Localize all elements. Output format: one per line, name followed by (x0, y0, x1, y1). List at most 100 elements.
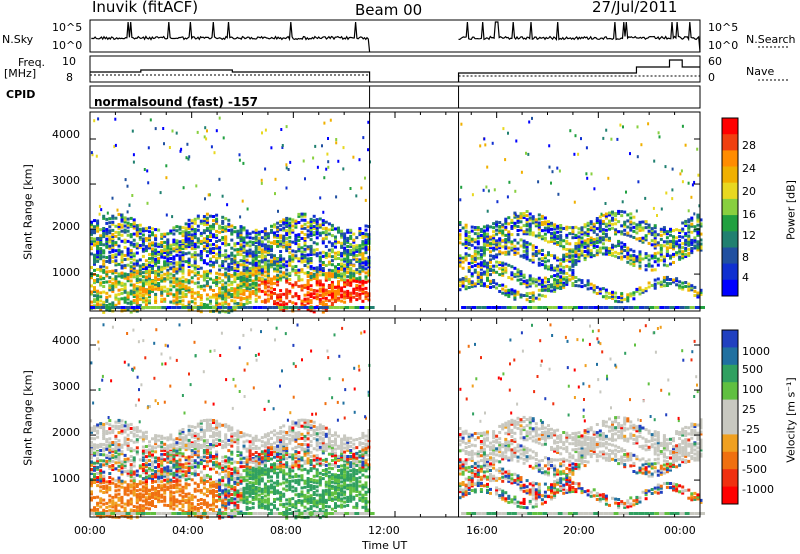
power-echo-cell (595, 227, 599, 231)
power-near-range-cell (191, 306, 197, 309)
power-echo-cell (586, 246, 590, 250)
power-echo-cell (212, 251, 215, 254)
power-echo-cell (562, 239, 566, 243)
velocity-echo-cell (126, 457, 130, 461)
power-echo-cell (647, 262, 651, 266)
power-echo-cell (102, 249, 106, 253)
power-echo-cell (352, 257, 356, 261)
power-echo-cell (343, 257, 347, 261)
power-echo-cell (291, 224, 295, 228)
power-echo-cell (476, 271, 480, 275)
power-echo-cell (498, 242, 502, 246)
power-echo-cell (205, 240, 209, 243)
power-echo-cell (141, 227, 145, 231)
velocity-echo-cell (132, 472, 136, 476)
power-echo-cell (684, 222, 688, 225)
power-echo-cell (464, 256, 468, 260)
power-echo-cell (160, 255, 164, 259)
power-scatter-cell (264, 167, 267, 171)
power-echo-cell (687, 282, 691, 286)
power-echo-cell (608, 211, 611, 215)
power-echo-cell (300, 252, 304, 256)
velocity-echo-cell (212, 445, 215, 449)
power-echo-cell (467, 241, 471, 244)
power-echo-cell (242, 259, 246, 263)
power-echo-cell (675, 277, 679, 281)
power-echo-cell (315, 270, 319, 274)
power-echo-cell (543, 264, 547, 268)
power-echo-cell (99, 275, 103, 279)
velocity-echo-cell (297, 431, 301, 435)
velocity-echo-cell (99, 426, 103, 430)
power-echo-cell (227, 308, 231, 312)
power-echo-cell (166, 275, 170, 279)
power-echo-cell (105, 230, 109, 233)
power-echo-cell (690, 222, 694, 226)
power-echo-cell (601, 252, 605, 256)
power-echo-cell (632, 262, 636, 265)
velocity-echo-cell (102, 443, 106, 447)
power-echo-cell (129, 216, 133, 220)
power-scatter-cell (285, 163, 288, 167)
velocity-echo-cell (340, 455, 344, 459)
power-echo-cell (102, 268, 106, 272)
power-echo-cell (160, 249, 164, 253)
power-echo-cell (358, 233, 362, 237)
power-echo-cell (114, 285, 118, 289)
power-echo-cell (215, 282, 219, 285)
velocity-echo-cell (334, 453, 337, 457)
power-echo-cell (334, 235, 337, 239)
power-echo-cell (282, 222, 286, 226)
power-echo-cell (102, 290, 106, 294)
power-echo-cell (486, 243, 489, 247)
power-echo-cell (260, 252, 264, 256)
power-echo-cell (303, 233, 307, 236)
power-echo-cell (361, 291, 365, 295)
power-echo-cell (233, 242, 237, 246)
power-echo-cell (187, 273, 191, 277)
velocity-echo-cell (340, 449, 344, 453)
velocity-echo-cell (315, 428, 319, 432)
power-echo-cell (154, 238, 158, 242)
power-echo-cell (571, 256, 575, 260)
power-echo-cell (260, 269, 264, 273)
velocity-echo-cell (334, 447, 337, 451)
power-echo-cell (647, 254, 651, 258)
power-echo-cell (224, 273, 228, 277)
velocity-echo-cell (108, 454, 112, 458)
power-echo-cell (221, 279, 225, 283)
velocity-echo-cell (132, 470, 136, 474)
velocity-echo-cell (169, 437, 173, 441)
power-echo-cell (102, 285, 106, 288)
power-echo-cell (227, 302, 231, 306)
power-echo-cell (212, 255, 215, 259)
power-echo-cell (178, 265, 182, 269)
power-echo-cell (242, 228, 246, 232)
power-echo-cell (270, 290, 273, 294)
power-near-range-cell (501, 306, 507, 309)
velocity-echo-cell (340, 439, 344, 443)
power-echo-cell (270, 263, 273, 267)
power-echo-cell (577, 245, 581, 249)
power-echo-cell (190, 243, 194, 247)
power-echo-cell (279, 236, 283, 240)
power-echo-cell (324, 226, 328, 230)
power-echo-cell (151, 289, 154, 293)
power-scatter-cell (285, 186, 288, 190)
power-echo-cell (263, 290, 267, 294)
power-echo-cell (604, 246, 608, 250)
power-echo-cell (550, 227, 553, 231)
power-echo-cell (285, 288, 289, 292)
power-echo-cell (248, 290, 252, 294)
power-scatter-cell (697, 173, 700, 177)
power-echo-cell (187, 222, 191, 226)
power-echo-cell (467, 234, 471, 238)
power-echo-cell (279, 239, 283, 243)
power-echo-cell (309, 234, 313, 238)
power-echo-cell (96, 301, 100, 305)
velocity-echo-cell (279, 440, 283, 444)
power-echo-cell (221, 228, 225, 231)
power-echo-cell (534, 222, 538, 226)
velocity-echo-cell (111, 464, 115, 467)
power-echo-cell (111, 239, 115, 242)
